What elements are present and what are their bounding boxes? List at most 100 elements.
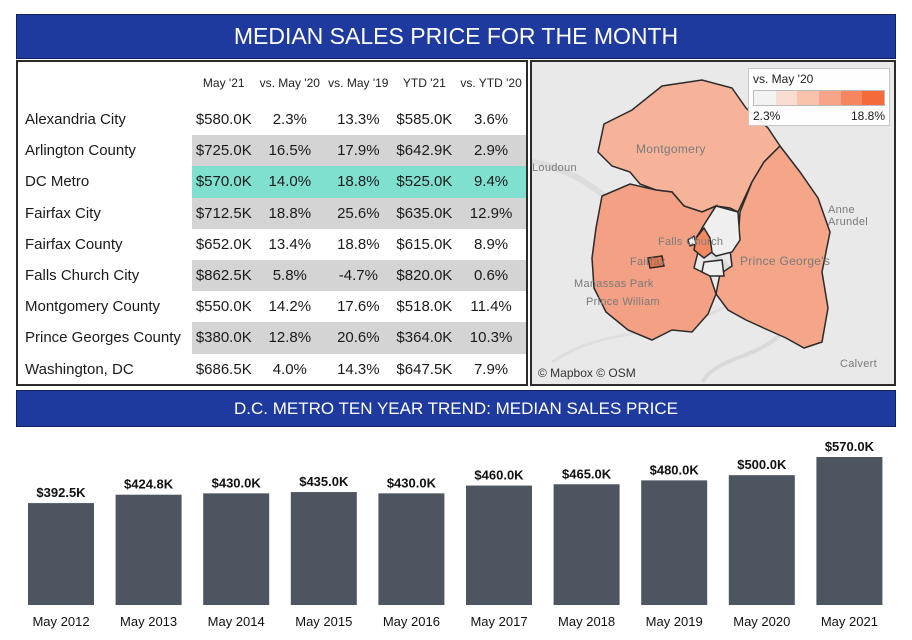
x-tick-label: May 2012: [32, 614, 89, 629]
region-name-cell: Prince Georges County: [25, 329, 181, 347]
fairfax-city-shape[interactable]: [647, 255, 665, 269]
bar-may-2015[interactable]: [290, 492, 357, 605]
map-label-calvert: Calvert: [840, 358, 877, 370]
cell-vs-ytd20: 3.6%: [473, 111, 509, 129]
cell-vs-may19: 17.9%: [324, 135, 393, 167]
table-row[interactable]: Fairfax City $712.5K 18.8% 25.6% $635.0K 12.9…: [18, 197, 526, 229]
cell-may21: $550.0K: [195, 298, 252, 316]
cell-may21: $725.0K: [192, 135, 256, 167]
map-legend[interactable]: vs. May '20 2.3% 18.8%: [748, 68, 890, 126]
table-row[interactable]: Fairfax County $652.0K 13.4% 18.8% $615.0K 8.…: [18, 229, 526, 260]
cell-vs-may20: 14.2%: [268, 298, 312, 316]
map-label-prince-william: Prince William: [586, 296, 660, 308]
data-label: $430.0K: [387, 475, 437, 490]
arlington-county-shape[interactable]: [693, 226, 713, 259]
bar-may-2017[interactable]: [466, 485, 532, 605]
map-label-prince-georges: Prince George's: [740, 254, 831, 268]
region-map[interactable]: Montgomery Loudoun Anne Arundel Falls Ch…: [530, 60, 896, 386]
legend-swatch: [862, 91, 885, 105]
table-row[interactable]: Washington, DC $686.5K 4.0% 14.3% $647.5K 7.9…: [18, 354, 526, 385]
x-tick-label: May 2020: [733, 614, 790, 629]
table-row[interactable]: Montgomery County $550.0K 14.2% 17.6% $518.0…: [18, 291, 526, 322]
cell-may21: $570.0K: [192, 166, 256, 198]
bar-may-2012[interactable]: [28, 503, 94, 605]
header-vs-may20[interactable]: vs. May '20: [259, 76, 320, 90]
data-label: $500.0K: [737, 457, 787, 472]
falls-church-city-shape[interactable]: [687, 235, 697, 247]
table-row[interactable]: Alexandria City $580.0K 2.3% 13.3% $585.0K 3.…: [18, 104, 526, 135]
table-row[interactable]: Prince Georges County $380.0K 12.8% 20.6% $3…: [18, 322, 526, 354]
region-name-cell: Fairfax County: [25, 235, 123, 253]
bar-may-2018[interactable]: [553, 484, 620, 605]
cell-vs-may20: 13.4%: [268, 235, 312, 253]
map-label-loudoun: Loudoun: [532, 162, 577, 174]
header-may21[interactable]: May '21: [202, 76, 245, 90]
legend-swatch: [819, 91, 841, 105]
map-label-montgomery: Montgomery: [636, 142, 706, 156]
header-ytd21[interactable]: YTD '21: [402, 76, 446, 90]
cell-ytd21: $647.5K: [396, 360, 453, 378]
map-label-falls-church: Falls Church: [658, 236, 724, 248]
header-vs-ytd20[interactable]: vs. YTD '20: [460, 76, 522, 90]
cell-vs-ytd20: 12.9%: [456, 197, 526, 229]
bar-may-2020[interactable]: [728, 475, 795, 605]
bar-may-2019[interactable]: [641, 480, 708, 605]
x-tick-label: May 2019: [646, 614, 703, 629]
cell-vs-may19: 13.3%: [337, 111, 380, 129]
cell-ytd21: $518.0K: [396, 298, 453, 316]
bar-may-2014[interactable]: [203, 493, 270, 605]
legend-max-label: 18.8%: [850, 109, 885, 123]
map-label-manassas-park: Manassas Park: [574, 278, 654, 290]
cell-vs-may19: 14.3%: [337, 360, 380, 378]
x-tick-label: May 2014: [208, 614, 265, 629]
cell-may21: $652.0K: [195, 235, 252, 253]
table-row[interactable]: Falls Church City $862.5K 5.8% -4.7% $820.0K…: [18, 259, 526, 292]
cell-vs-ytd20: 0.6%: [456, 259, 526, 292]
cell-ytd21: $642.9K: [392, 135, 457, 167]
cell-vs-may20: 5.8%: [255, 259, 325, 292]
legend-swatch: [754, 91, 776, 105]
map-label-anne-arundel: Anne Arundel: [828, 204, 869, 228]
cell-may21: $686.5K: [195, 360, 252, 378]
cell-vs-may20: 16.5%: [255, 135, 325, 167]
bar-chart-svg: $392.5K May 2012 $424.8K May 2013 $430.0K May…: [28, 439, 883, 629]
cell-vs-may19: -4.7%: [324, 259, 393, 292]
cell-ytd21: $635.0K: [392, 197, 457, 229]
legend-color-scale: [753, 90, 885, 106]
cell-vs-may19: 17.6%: [337, 298, 380, 316]
x-tick-label: May 2018: [558, 614, 615, 629]
x-tick-label: May 2021: [821, 614, 878, 629]
cell-may21: $580.0K: [195, 111, 252, 129]
page-title: MEDIAN SALES PRICE FOR THE MONTH: [16, 14, 896, 59]
data-label: $430.0K: [212, 475, 262, 490]
cell-may21: $380.0K: [192, 322, 256, 354]
median-price-table: May '21 vs. May '20 vs. May '19 YTD '21 …: [16, 60, 528, 386]
table-row[interactable]: DC Metro $570.0K 14.0% 18.8% $525.0K 9.4%: [18, 166, 526, 198]
cell-ytd21: $585.0K: [396, 111, 453, 129]
legend-title: vs. May '20: [753, 72, 814, 86]
cell-vs-may19: 25.6%: [324, 197, 393, 229]
region-name-cell: Alexandria City: [25, 111, 126, 129]
cell-ytd21: $525.0K: [392, 166, 457, 198]
cell-vs-may20: 18.8%: [255, 197, 325, 229]
cell-vs-ytd20: 11.4%: [470, 298, 512, 316]
region-name-cell: Falls Church City: [25, 267, 140, 285]
cell-vs-ytd20: 10.3%: [456, 322, 526, 354]
region-name-cell: Montgomery County: [25, 298, 161, 316]
alexandria-city-shape[interactable]: [701, 259, 725, 277]
map-label-fairfax: Fairfax: [630, 256, 666, 268]
data-label: $435.0K: [299, 474, 349, 489]
legend-swatch: [840, 91, 863, 105]
header-vs-may19[interactable]: vs. May '19: [328, 76, 389, 90]
cell-vs-may20: 14.0%: [255, 166, 325, 198]
bar-may-2016[interactable]: [378, 493, 445, 605]
data-label: $570.0K: [825, 439, 875, 454]
montgomery-county-shape[interactable]: [597, 79, 781, 214]
data-label: $465.0K: [562, 466, 612, 481]
bar-may-2021[interactable]: [816, 457, 883, 605]
cell-may21: $862.5K: [192, 259, 256, 292]
map-credit[interactable]: © Mapbox © OSM: [538, 366, 636, 380]
table-row[interactable]: Arlington County $725.0K 16.5% 17.9% $642.9K…: [18, 135, 526, 167]
cell-ytd21: $820.0K: [392, 259, 457, 292]
bar-may-2013[interactable]: [115, 494, 182, 605]
